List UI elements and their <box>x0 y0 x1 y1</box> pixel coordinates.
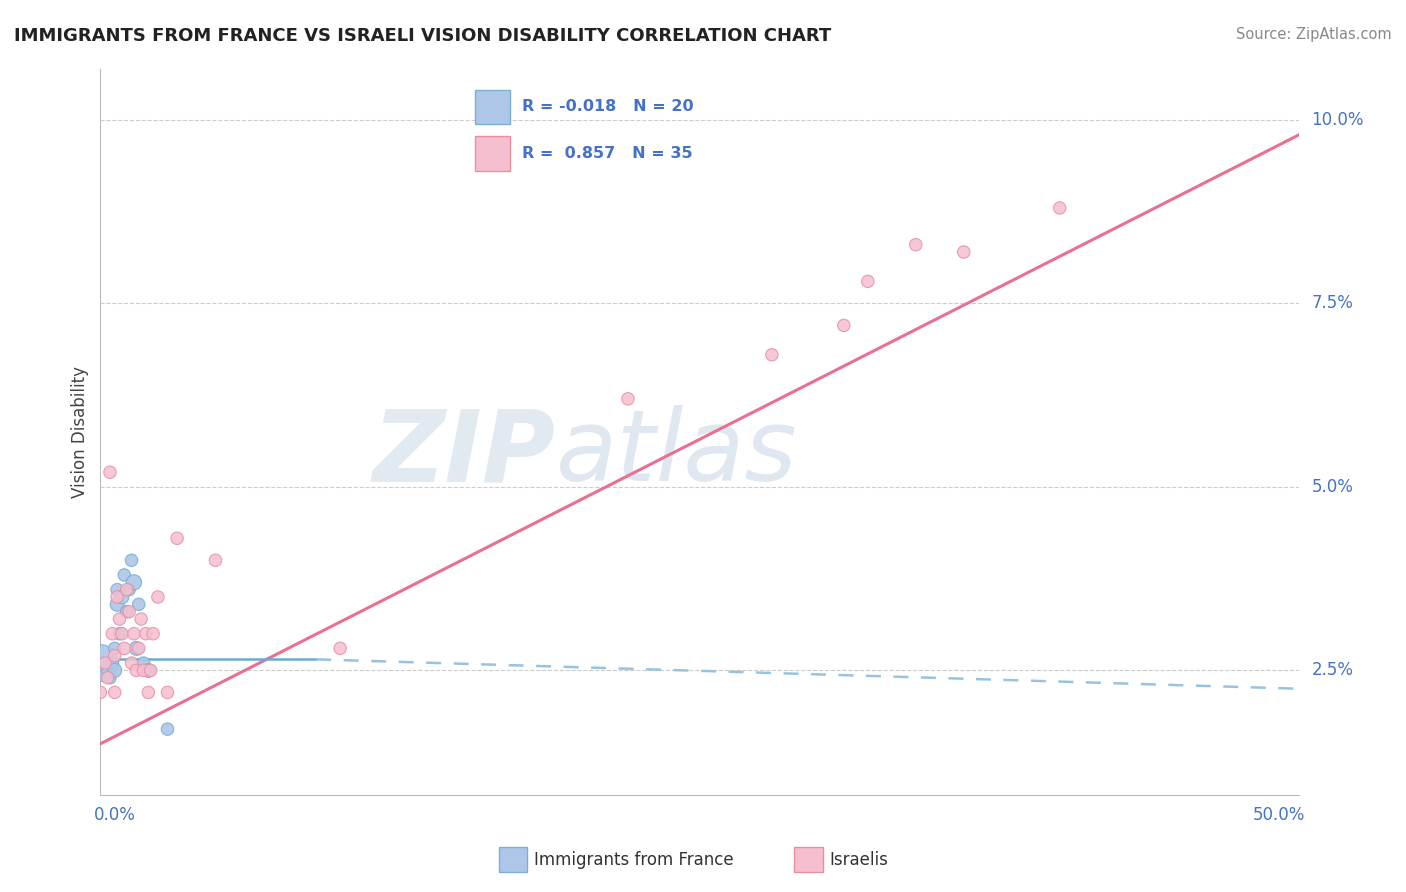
Point <box>111 626 134 640</box>
Text: Immigrants from France: Immigrants from France <box>534 851 734 869</box>
Point <box>121 656 143 670</box>
Point <box>139 664 162 678</box>
Point <box>832 318 855 333</box>
Point <box>128 598 150 612</box>
Point <box>856 274 879 288</box>
Text: 7.5%: 7.5% <box>1312 294 1354 312</box>
Point <box>146 590 169 604</box>
Point <box>128 641 150 656</box>
Text: 5.0%: 5.0% <box>1312 478 1354 496</box>
Text: 0.0%: 0.0% <box>94 806 136 824</box>
Text: atlas: atlas <box>555 405 797 502</box>
Text: Source: ZipAtlas.com: Source: ZipAtlas.com <box>1236 27 1392 42</box>
Point <box>156 722 179 736</box>
Point <box>104 664 127 678</box>
Point <box>329 641 352 656</box>
Point <box>115 582 138 597</box>
Point <box>118 582 141 597</box>
Point <box>111 590 134 604</box>
Point <box>132 656 155 670</box>
Point <box>105 590 128 604</box>
Point <box>112 641 135 656</box>
Text: ZIP: ZIP <box>373 405 555 502</box>
Text: 2.5%: 2.5% <box>1312 661 1354 680</box>
Point <box>96 671 118 685</box>
Point <box>952 245 974 260</box>
Text: 10.0%: 10.0% <box>1312 111 1364 129</box>
Point <box>1049 201 1071 215</box>
Point <box>112 568 135 582</box>
Point <box>98 465 121 479</box>
Point <box>122 575 145 590</box>
Point <box>125 664 148 678</box>
Text: 50.0%: 50.0% <box>1253 806 1306 824</box>
Point <box>132 664 155 678</box>
Point <box>89 656 111 670</box>
Point <box>136 664 159 678</box>
Point <box>129 612 152 626</box>
Point <box>904 237 927 252</box>
Point <box>108 626 131 640</box>
Point <box>166 531 188 545</box>
Point <box>125 641 148 656</box>
Point <box>136 685 159 699</box>
Point <box>104 685 127 699</box>
Point <box>105 582 128 597</box>
Point <box>104 641 127 656</box>
Point <box>101 626 124 640</box>
Point <box>118 605 141 619</box>
Point <box>121 553 143 567</box>
Point <box>142 626 165 640</box>
Point <box>105 598 128 612</box>
Point <box>135 626 157 640</box>
Point <box>617 392 640 406</box>
Point <box>101 656 124 670</box>
Point <box>204 553 226 567</box>
Y-axis label: Vision Disability: Vision Disability <box>72 366 89 498</box>
Point <box>156 685 179 699</box>
Point <box>96 664 118 678</box>
Point <box>122 626 145 640</box>
Point <box>108 612 131 626</box>
Point <box>761 348 783 362</box>
Text: Israelis: Israelis <box>830 851 889 869</box>
Point <box>89 685 111 699</box>
Point <box>94 656 117 670</box>
Point <box>98 671 121 685</box>
Point <box>115 605 138 619</box>
Point <box>104 648 127 663</box>
Text: IMMIGRANTS FROM FRANCE VS ISRAELI VISION DISABILITY CORRELATION CHART: IMMIGRANTS FROM FRANCE VS ISRAELI VISION… <box>14 27 831 45</box>
